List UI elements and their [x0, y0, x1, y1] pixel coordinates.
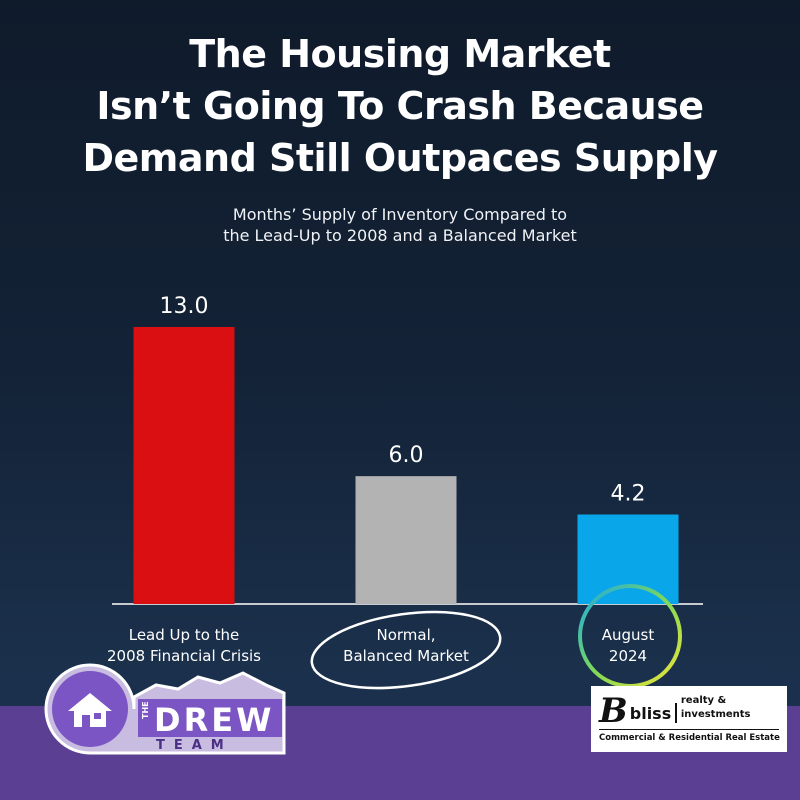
category-label-2-line-1: Normal,	[376, 626, 435, 644]
logo-sub-text: TEAM	[156, 738, 233, 753]
logo-main-text: DREW	[154, 701, 274, 739]
bliss-logo: B bliss realty & investments Commercial …	[591, 686, 787, 752]
category-label-3-line-2: 2024	[609, 647, 647, 665]
bar-1	[133, 327, 235, 604]
category-label-2-line-2: Balanced Market	[343, 647, 469, 665]
category-label-1-line-1: Lead Up to the	[129, 626, 240, 644]
bliss-monogram-icon: B	[599, 691, 628, 731]
data-label-2: 6.0	[389, 443, 424, 468]
bar-3	[577, 514, 679, 604]
highlight-ellipse	[310, 610, 502, 690]
logo-small-text: THE	[141, 701, 150, 719]
subtitle-line-1: Months’ Supply of Inventory Compared to	[232, 205, 568, 224]
bar-2	[355, 476, 457, 604]
data-label-3: 4.2	[611, 482, 646, 507]
drew-team-logo: THE DREW TEAM	[44, 663, 286, 755]
page-title: The Housing Market Isn’t Going To Crash …	[0, 28, 800, 184]
subtitle-line-2: the Lead-Up to 2008 and a Balanced Marke…	[223, 226, 577, 245]
data-label-1: 13.0	[160, 294, 209, 319]
bliss-rule	[599, 729, 779, 730]
chart-subtitle: Months’ Supply of Inventory Compared to …	[0, 204, 800, 246]
title-line-1: The Housing Market	[189, 32, 611, 76]
category-label-1-line-2: 2008 Financial Crisis	[107, 647, 261, 665]
title-line-3: Demand Still Outpaces Supply	[82, 136, 718, 180]
bliss-separator	[675, 703, 677, 723]
bliss-tagline: realty & investments	[680, 695, 751, 720]
category-label-3-line-1: August	[602, 626, 655, 644]
bliss-name: bliss	[629, 704, 672, 723]
title-line-2: Isn’t Going To Crash Because	[96, 84, 704, 128]
bliss-subline: Commercial & Residential Real Estate	[599, 733, 780, 743]
